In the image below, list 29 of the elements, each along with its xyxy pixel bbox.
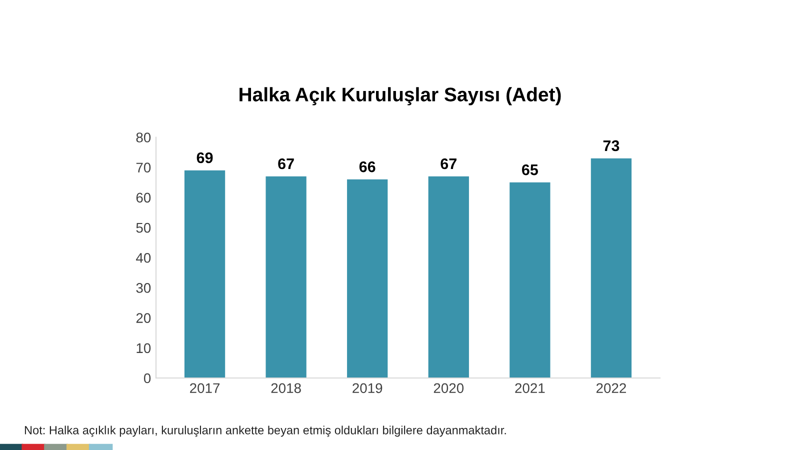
y-tick-label: 70 bbox=[136, 162, 151, 173]
y-tick-label: 60 bbox=[136, 192, 151, 203]
bar bbox=[266, 176, 306, 378]
y-tick-label: 30 bbox=[136, 283, 151, 293]
x-tick-label: 2020 bbox=[434, 383, 464, 394]
bar bbox=[184, 170, 226, 378]
bar bbox=[510, 182, 550, 378]
data-label: 67 bbox=[278, 158, 294, 170]
text: Not: Halka açıklık payları, kuruluşların ankette beyan etmiş oldukları bilgilere dayanmaktadır. bbox=[24, 426, 506, 437]
chart-title: Halka Açık Kuruluşlar Sayısı (Adet) bbox=[240, 87, 561, 106]
y-tick-label: 20 bbox=[136, 313, 151, 323]
data-label: 67 bbox=[440, 158, 456, 170]
y-tick-label: 80 bbox=[136, 132, 151, 142]
x-tick-label: 2022 bbox=[596, 383, 626, 394]
x-tick-label: 2017 bbox=[190, 383, 220, 394]
bar bbox=[347, 179, 388, 378]
y-tick-label: 50 bbox=[136, 222, 151, 233]
x-tick-label: 2019 bbox=[352, 383, 382, 394]
data-label: 65 bbox=[522, 164, 538, 176]
y-tick-label: 10 bbox=[136, 343, 151, 354]
data-label: 69 bbox=[196, 152, 213, 164]
y-tick-label: 0 bbox=[144, 373, 151, 384]
y-tick-label: 40 bbox=[136, 252, 151, 263]
bar bbox=[590, 158, 632, 378]
x-tick-label: 2018 bbox=[271, 383, 301, 394]
x-tick-label: 2021 bbox=[515, 383, 545, 394]
bar bbox=[428, 176, 469, 378]
data-label: 66 bbox=[359, 161, 376, 172]
data-label: 73 bbox=[603, 140, 620, 152]
